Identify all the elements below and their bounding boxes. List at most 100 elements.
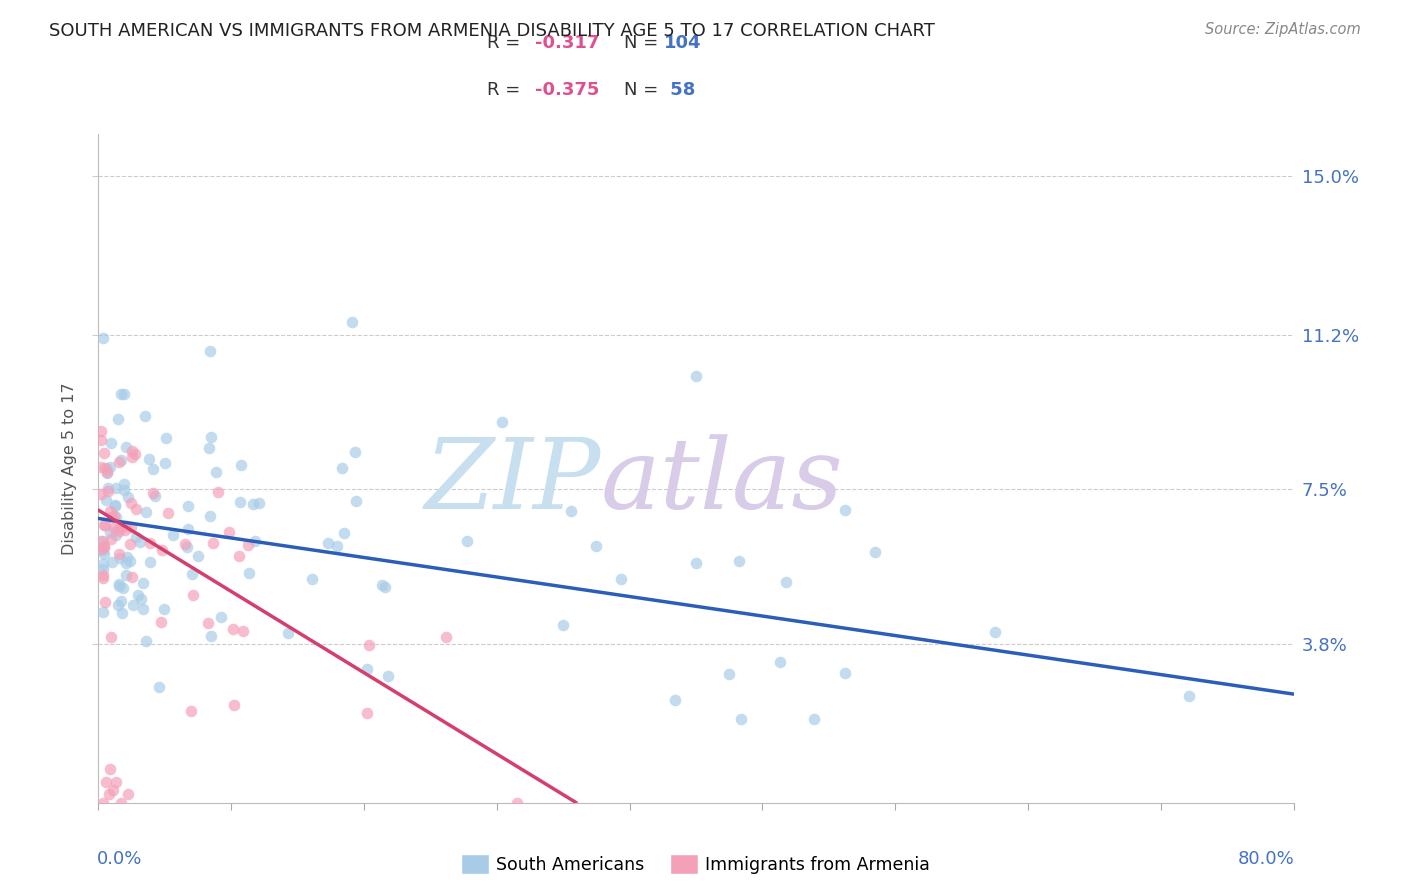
Point [148,681,170,695]
Point [173,537,195,551]
Legend: South Americans, Immigrants from Armenia: South Americans, Immigrants from Armenia [454,848,938,881]
Point [91,533,114,548]
Point [131,602,153,616]
Point [343,445,366,459]
Point [245,534,267,549]
Point [610,572,633,586]
Point [107,599,129,613]
Point [150,542,173,557]
Point [664,693,686,707]
Point [865,545,887,559]
Point [139,555,162,569]
Point [371,578,394,592]
Point [120,554,142,568]
Text: SOUTH AMERICAN VS IMMIGRANTS FROM ARMENIA DISABILITY AGE 5 TO 17 CORRELATION CHA: SOUTH AMERICAN VS IMMIGRANTS FROM ARMENI… [49,22,935,40]
Point [1178,689,1201,703]
Point [229,458,252,472]
Point [200,629,222,643]
Point [112,477,135,491]
Point [834,666,856,681]
Point [332,460,354,475]
Point [117,549,139,564]
Point [93,547,115,561]
Point [156,507,179,521]
Point [100,762,122,776]
Point [91,605,114,619]
Point [91,543,114,558]
Point [112,483,135,497]
Point [685,556,707,570]
Point [104,528,127,542]
Point [90,433,112,447]
Point [325,540,347,554]
Point [90,424,112,438]
Point [238,566,260,580]
Point [100,533,122,547]
Point [91,330,114,344]
Point [115,440,138,454]
Text: atlas: atlas [600,434,844,529]
Point [96,462,118,476]
Text: Source: ZipAtlas.com: Source: ZipAtlas.com [1205,22,1361,37]
Point [434,630,457,644]
Point [222,622,245,636]
Point [134,409,156,424]
Point [200,429,222,443]
Point [506,796,529,810]
Point [93,445,115,459]
Point [121,519,143,533]
Point [112,387,135,401]
Point [105,775,128,789]
Point [96,483,118,498]
Point [103,521,125,535]
Point [111,581,134,595]
Point [100,525,122,540]
Point [775,574,797,589]
Point [94,492,117,507]
Point [177,499,200,513]
Point [197,615,219,630]
Point [377,669,399,683]
Point [121,450,143,465]
Point [101,555,124,569]
Point [187,549,209,564]
Text: ZIP: ZIP [425,434,600,529]
Point [180,705,202,719]
Text: R =: R = [486,35,526,53]
Point [100,436,122,450]
Point [803,712,825,726]
Point [236,538,259,552]
Point [90,534,112,549]
Point [114,523,136,537]
Point [117,788,139,802]
Point [105,509,128,524]
Point [94,517,117,532]
Point [685,369,707,384]
Point [111,607,134,621]
Point [96,467,118,481]
Point [91,571,114,585]
Point [98,504,121,518]
Point [101,510,124,524]
Point [100,630,122,644]
Point [730,712,752,726]
Point [553,618,575,632]
Point [115,519,138,533]
Point [984,624,1007,639]
Point [107,412,129,426]
Point [127,589,149,603]
Point [277,625,299,640]
Point [357,638,380,652]
Point [207,485,229,500]
Point [104,500,127,514]
Point [228,549,250,564]
Point [135,505,157,519]
Point [342,315,364,329]
Point [93,518,115,533]
Point [93,539,115,553]
Point [110,796,132,810]
Point [97,481,120,495]
Point [155,431,177,445]
Point [218,524,240,539]
Point [585,539,607,553]
